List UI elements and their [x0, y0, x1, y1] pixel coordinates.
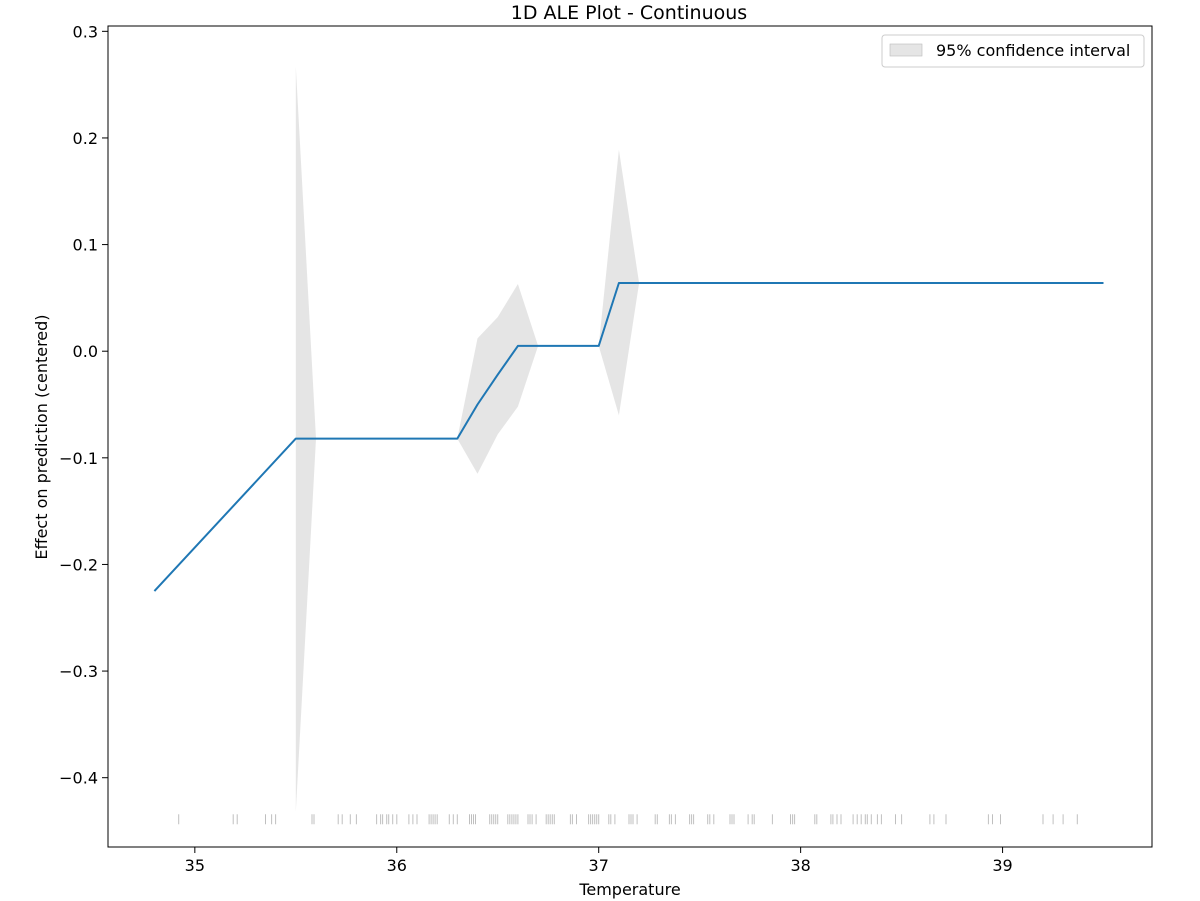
rug-layer [178, 814, 1078, 825]
y-axis-label: Effect on prediction (centered) [32, 314, 51, 559]
legend-frame [881, 34, 1145, 68]
legend-label-confidence-interval: 95% confidence interval [936, 41, 1130, 60]
confidence-band [295, 66, 640, 812]
chart-title: 1D ALE Plot - Continuous [511, 2, 747, 24]
y-tick-label: 0.0 [73, 342, 98, 361]
x-tick-label: 38 [790, 856, 810, 875]
x-axis: 35 36 37 38 39 [185, 847, 1013, 875]
legend-swatch-confidence-band [889, 43, 923, 57]
y-tick-label: −0.4 [59, 769, 98, 788]
line-layer [153, 282, 1104, 592]
x-tick-label: 39 [992, 856, 1012, 875]
y-tick-label: −0.3 [59, 662, 98, 681]
x-tick-label: 37 [589, 856, 609, 875]
y-tick-label: 0.1 [73, 236, 98, 255]
ale-line [153, 282, 1104, 592]
x-tick-label: 35 [185, 856, 205, 875]
legend: 95% confidence interval [881, 34, 1145, 68]
plot-area-frame [107, 25, 1153, 848]
x-axis-label: Temperature [578, 880, 680, 899]
y-axis: 0.3 0.2 0.1 0.0 −0.1 −0.2 −0.3 −0.4 [59, 22, 108, 788]
confidence-band-layer [295, 66, 640, 812]
x-tick-label: 36 [387, 856, 407, 875]
y-tick-label: −0.1 [59, 449, 98, 468]
y-tick-label: 0.3 [73, 22, 98, 41]
y-tick-label: −0.2 [59, 555, 98, 574]
y-tick-label: 0.2 [73, 129, 98, 148]
